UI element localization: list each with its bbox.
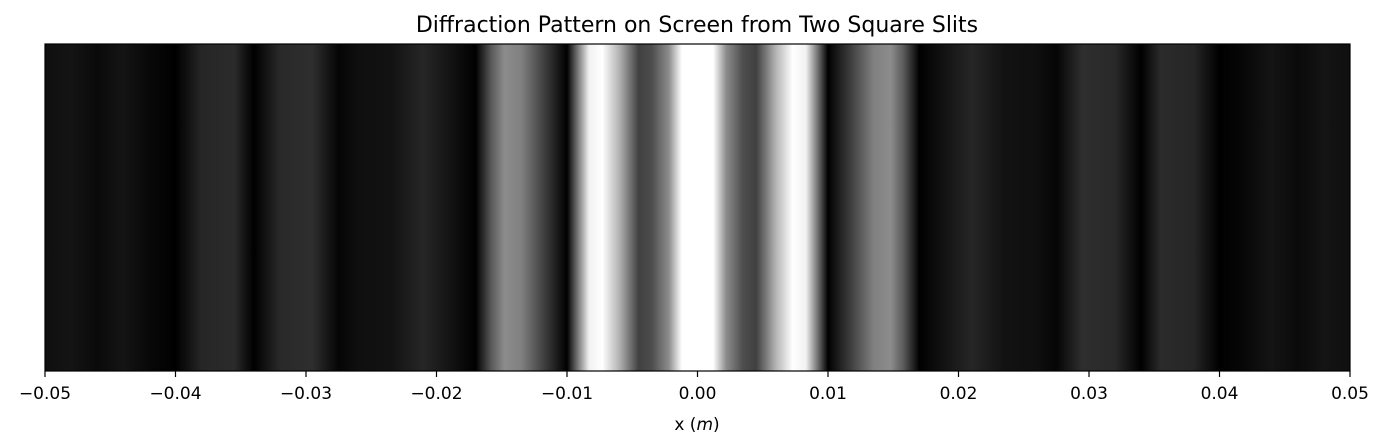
x-tick-label: −0.02 [410,384,462,404]
x-tick-label: −0.05 [19,384,71,404]
intensity-image [45,44,1350,371]
x-axis-ticks: −0.05 −0.04 −0.03 −0.02 −0.01 0.00 0.01 0.02 0.0… [19,371,1369,404]
x-tick-label: 0.05 [1331,384,1369,404]
x-tick-label: 0.02 [940,384,978,404]
x-tick-label: −0.04 [149,384,201,404]
x-axis-label: x (m) [674,415,719,435]
x-tick-label: 0.04 [1201,384,1239,404]
x-axis-label-unit: m [696,415,713,435]
x-tick-label: −0.03 [280,384,332,404]
chart-title: Diffraction Pattern on Screen from Two S… [416,13,978,38]
x-tick-label: 0.01 [809,384,847,404]
x-tick-label: 0.03 [1070,384,1108,404]
x-tick-label: −0.01 [541,384,593,404]
x-tick-label: 0.00 [679,384,717,404]
x-axis-label-suffix: ) [713,415,720,435]
x-axis-label-prefix: x ( [674,415,696,435]
